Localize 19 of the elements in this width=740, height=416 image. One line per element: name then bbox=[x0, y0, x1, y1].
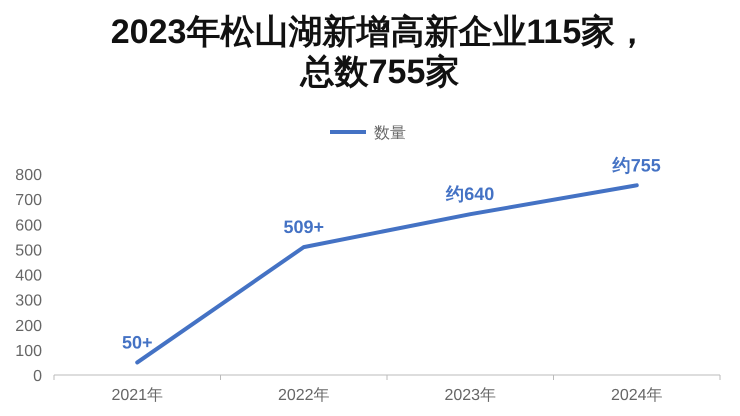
y-tick-label: 500 bbox=[15, 242, 42, 260]
x-tick-label: 2022年 bbox=[278, 387, 330, 404]
y-tick-label: 0 bbox=[33, 368, 42, 385]
x-tick-label: 2021年 bbox=[111, 387, 164, 404]
legend-label: 数量 bbox=[374, 125, 406, 142]
y-tick-label: 200 bbox=[15, 318, 42, 335]
y-tick-label: 300 bbox=[15, 292, 42, 310]
data-label: 50+ bbox=[122, 332, 153, 352]
y-tick-label: 400 bbox=[15, 268, 42, 284]
data-label: 约755 bbox=[612, 155, 661, 176]
y-tick-label: 600 bbox=[15, 217, 42, 234]
x-tick-label: 2024年 bbox=[610, 387, 663, 404]
x-tick-label: 2023年 bbox=[444, 387, 496, 404]
data-label: 509+ bbox=[283, 217, 324, 238]
y-tick-label: 100 bbox=[15, 342, 42, 360]
y-tick-label: 700 bbox=[15, 192, 42, 210]
data-label: 约640 bbox=[445, 184, 494, 204]
y-tick-label: 800 bbox=[15, 167, 42, 184]
chart-title: 2023年松山湖新增高新企业115家，总数755家 bbox=[110, 12, 650, 92]
